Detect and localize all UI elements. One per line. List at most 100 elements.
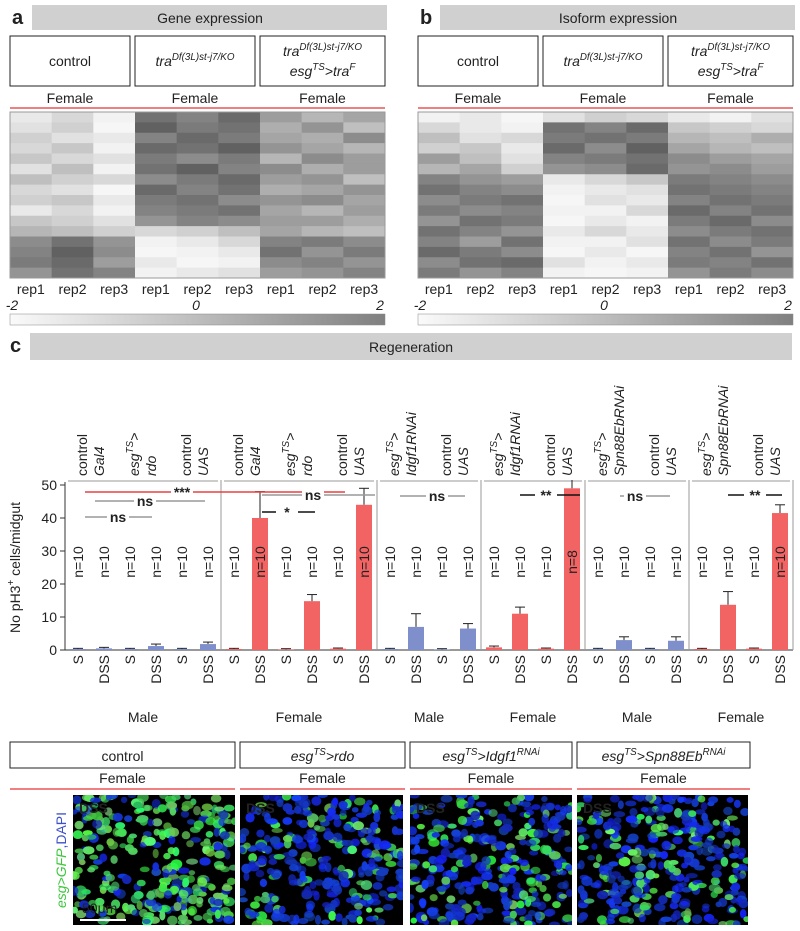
condition-label: traDf(3L)st-j7/KO [283, 42, 362, 59]
cell-nucleus [291, 834, 302, 844]
genotype-label: UAS [663, 447, 679, 476]
cell-nucleus [243, 842, 251, 849]
cell-nucleus [139, 908, 148, 918]
cell-nucleus [191, 884, 201, 892]
cell-nucleus [124, 815, 133, 822]
cell-nucleus [305, 900, 315, 910]
cell-nucleus [474, 819, 484, 827]
heatmap-cell [301, 163, 344, 175]
cell-nucleus [712, 819, 720, 826]
cell-nucleus [475, 801, 487, 808]
text-part: tra [156, 53, 173, 69]
cell-nucleus [530, 866, 541, 875]
heatmap-cell [135, 132, 178, 144]
heatmap-cell [176, 132, 219, 144]
cell-nucleus [288, 874, 296, 884]
cell-nucleus [676, 849, 688, 857]
cell-nucleus [586, 818, 597, 825]
cell-nucleus [422, 861, 431, 869]
heatmap-cell [459, 215, 502, 227]
cell-nucleus [321, 855, 332, 862]
cell-nucleus [264, 812, 271, 823]
heatmap-cell [543, 205, 586, 217]
x-tick-label: S [694, 655, 710, 664]
genotype-label: UAS [351, 447, 367, 476]
cell-nucleus [525, 839, 537, 847]
bar [642, 649, 658, 650]
colorbar [9, 313, 386, 326]
cell-nucleus [361, 861, 368, 872]
cell-nucleus [502, 818, 513, 827]
bar [486, 647, 502, 650]
cell-nucleus [565, 864, 572, 872]
heatmap-frame [417, 111, 794, 279]
heatmap-cell [135, 122, 178, 134]
n-label: n=10 [330, 546, 346, 578]
sex-label: Female [580, 90, 627, 106]
cell-nucleus [144, 836, 156, 846]
cell-nucleus [263, 795, 270, 801]
cell-nucleus [438, 918, 450, 925]
cell-nucleus [683, 876, 690, 883]
cell-nucleus [167, 915, 178, 925]
heatmap-cell [93, 215, 136, 227]
cell-nucleus [386, 886, 397, 893]
cell-nucleus [374, 838, 381, 844]
cell-nucleus [181, 831, 191, 840]
heatmap-cell [176, 257, 219, 269]
cell-nucleus [632, 795, 640, 800]
x-tick-label: DSS [460, 655, 476, 684]
heatmap-cell [459, 122, 502, 134]
cell-nucleus [660, 916, 672, 923]
heatmap-cell [668, 246, 711, 258]
replicate-label: rep1 [267, 281, 295, 297]
heatmap-cell [459, 112, 502, 123]
heatmap-cell [543, 257, 586, 269]
cell-nucleus [638, 913, 646, 923]
cell-nucleus [660, 850, 669, 860]
cell-nucleus [672, 910, 682, 920]
cell-nucleus [218, 810, 229, 820]
cell-nucleus [629, 808, 638, 817]
heatmap-cell [51, 267, 94, 279]
heatmap-cell [418, 184, 461, 196]
heatmap-cell [751, 257, 794, 269]
genotype-label: UAS [767, 447, 783, 476]
heatmap-cell [10, 132, 53, 144]
significance-label: ns [429, 488, 446, 504]
heatmap-cell [709, 246, 752, 258]
cell-nucleus [467, 913, 477, 921]
cell-nucleus [477, 866, 487, 875]
text-part: UAS [663, 447, 679, 476]
cell-nucleus [653, 903, 666, 912]
heatmap-cell [626, 132, 669, 144]
cell-nucleus [617, 800, 624, 810]
cell-nucleus [591, 843, 598, 850]
cell-nucleus [281, 795, 292, 801]
text-part: ,DAPI [53, 812, 69, 849]
x-tick-label: DSS [96, 655, 112, 684]
replicate-label: rep2 [466, 281, 494, 297]
heatmap-cell [751, 215, 794, 227]
cell-nucleus [501, 910, 511, 916]
cell-nucleus [127, 795, 137, 799]
cell-nucleus [658, 895, 668, 905]
n-label: n=10 [122, 546, 138, 578]
cell-nucleus [617, 905, 629, 915]
heatmap-cell [10, 257, 53, 269]
section-label: Female [718, 709, 765, 725]
cell-nucleus [382, 843, 392, 849]
error-bar [749, 647, 759, 649]
cell-nucleus [559, 869, 567, 876]
cell-nucleus [87, 867, 96, 873]
heatmap-cell [751, 246, 794, 258]
heatmap-cell [709, 226, 752, 237]
annotation-bg [426, 489, 448, 501]
cell-nucleus [613, 811, 626, 818]
cell-nucleus [684, 908, 692, 918]
cell-nucleus [186, 840, 194, 848]
cell-nucleus [358, 872, 365, 878]
cell-nucleus [224, 849, 231, 860]
cell-nucleus [436, 854, 447, 864]
cell-nucleus [557, 829, 566, 838]
